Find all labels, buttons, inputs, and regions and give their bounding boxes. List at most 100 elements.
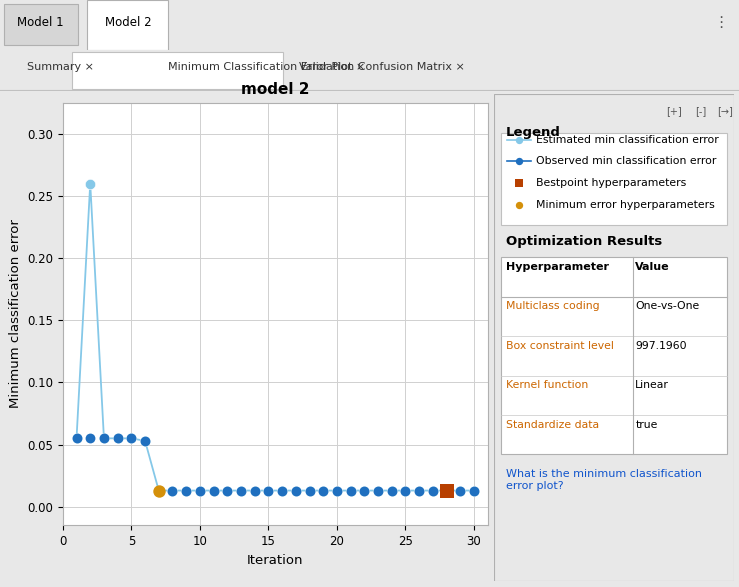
Text: [-]: [-] bbox=[695, 106, 706, 116]
Point bbox=[468, 486, 480, 495]
Point bbox=[358, 486, 370, 495]
Point bbox=[180, 486, 192, 495]
Point bbox=[400, 486, 412, 495]
Point bbox=[235, 486, 247, 495]
Point bbox=[331, 486, 343, 495]
Point bbox=[413, 486, 425, 495]
Point bbox=[331, 486, 343, 495]
Point bbox=[84, 179, 96, 188]
Text: Observed min classification error: Observed min classification error bbox=[536, 156, 716, 166]
Point bbox=[166, 486, 178, 495]
Point bbox=[358, 486, 370, 495]
Point bbox=[372, 486, 384, 495]
Point bbox=[276, 486, 288, 495]
Point bbox=[84, 434, 96, 443]
Text: Hyperparameter: Hyperparameter bbox=[505, 262, 609, 272]
Point bbox=[372, 486, 384, 495]
Text: Summary ×: Summary × bbox=[27, 62, 95, 72]
Text: Linear: Linear bbox=[636, 380, 670, 390]
Point bbox=[345, 486, 357, 495]
Text: true: true bbox=[636, 420, 658, 430]
Text: ⋮: ⋮ bbox=[713, 15, 728, 30]
Point bbox=[513, 136, 525, 145]
Point bbox=[126, 434, 137, 443]
Text: Estimated min classification error: Estimated min classification error bbox=[536, 135, 718, 145]
Point bbox=[513, 178, 525, 187]
Text: [+]: [+] bbox=[667, 106, 682, 116]
FancyBboxPatch shape bbox=[501, 257, 726, 454]
FancyBboxPatch shape bbox=[72, 52, 283, 89]
Text: What is the minimum classification
error plot?: What is the minimum classification error… bbox=[505, 469, 701, 491]
Point bbox=[98, 434, 110, 443]
Text: Model 1: Model 1 bbox=[17, 16, 64, 29]
Text: Value: Value bbox=[636, 262, 670, 272]
Text: One-vs-One: One-vs-One bbox=[636, 302, 700, 312]
Point bbox=[153, 486, 165, 495]
Text: Multiclass coding: Multiclass coding bbox=[505, 302, 599, 312]
FancyBboxPatch shape bbox=[87, 0, 168, 50]
Point bbox=[153, 486, 165, 495]
Point bbox=[222, 486, 234, 495]
Point bbox=[194, 486, 205, 495]
Point bbox=[153, 486, 165, 495]
Point bbox=[304, 486, 316, 495]
FancyBboxPatch shape bbox=[4, 4, 78, 45]
Text: Kernel function: Kernel function bbox=[505, 380, 588, 390]
Text: Legend: Legend bbox=[505, 126, 561, 139]
Text: [→]: [→] bbox=[717, 106, 733, 116]
Point bbox=[290, 486, 302, 495]
Point bbox=[513, 200, 525, 209]
Point bbox=[317, 486, 329, 495]
Point bbox=[208, 486, 219, 495]
Point bbox=[98, 434, 110, 443]
Point bbox=[112, 434, 123, 443]
Point bbox=[440, 486, 452, 495]
Point bbox=[440, 486, 452, 495]
Point bbox=[112, 434, 123, 443]
Point bbox=[454, 486, 466, 495]
Point bbox=[427, 486, 439, 495]
Point bbox=[440, 486, 452, 495]
Text: Standardize data: Standardize data bbox=[505, 420, 599, 430]
Text: Minimum Classification Error Plot ×: Minimum Classification Error Plot × bbox=[168, 62, 366, 72]
Point bbox=[126, 434, 137, 443]
Point bbox=[413, 486, 425, 495]
Point bbox=[71, 434, 83, 443]
Point bbox=[317, 486, 329, 495]
Point bbox=[468, 486, 480, 495]
FancyBboxPatch shape bbox=[501, 133, 726, 225]
Point bbox=[249, 486, 261, 495]
Text: 997.1960: 997.1960 bbox=[636, 341, 687, 351]
X-axis label: Iteration: Iteration bbox=[247, 554, 304, 566]
Text: Validation Confusion Matrix ×: Validation Confusion Matrix × bbox=[299, 62, 465, 72]
Text: Bestpoint hyperparameters: Bestpoint hyperparameters bbox=[536, 178, 686, 188]
Y-axis label: Minimum classification error: Minimum classification error bbox=[9, 220, 21, 409]
Point bbox=[262, 486, 274, 495]
Text: Box constraint level: Box constraint level bbox=[505, 341, 613, 351]
Point bbox=[166, 486, 178, 495]
Point bbox=[235, 486, 247, 495]
Point bbox=[249, 486, 261, 495]
Point bbox=[208, 486, 219, 495]
Point bbox=[194, 486, 205, 495]
Point bbox=[290, 486, 302, 495]
Point bbox=[345, 486, 357, 495]
Point bbox=[139, 436, 151, 446]
Point bbox=[180, 486, 192, 495]
Point bbox=[222, 486, 234, 495]
Point bbox=[386, 486, 398, 495]
Point bbox=[513, 157, 525, 166]
Point bbox=[262, 486, 274, 495]
Point bbox=[454, 486, 466, 495]
Text: Optimization Results: Optimization Results bbox=[505, 235, 662, 248]
Point bbox=[400, 486, 412, 495]
Point bbox=[427, 486, 439, 495]
Point bbox=[386, 486, 398, 495]
Point bbox=[71, 434, 83, 443]
Point bbox=[139, 436, 151, 446]
Text: Minimum error hyperparameters: Minimum error hyperparameters bbox=[536, 200, 715, 210]
Title: model 2: model 2 bbox=[241, 82, 310, 97]
Point bbox=[276, 486, 288, 495]
Point bbox=[304, 486, 316, 495]
Text: Model 2: Model 2 bbox=[104, 16, 151, 29]
